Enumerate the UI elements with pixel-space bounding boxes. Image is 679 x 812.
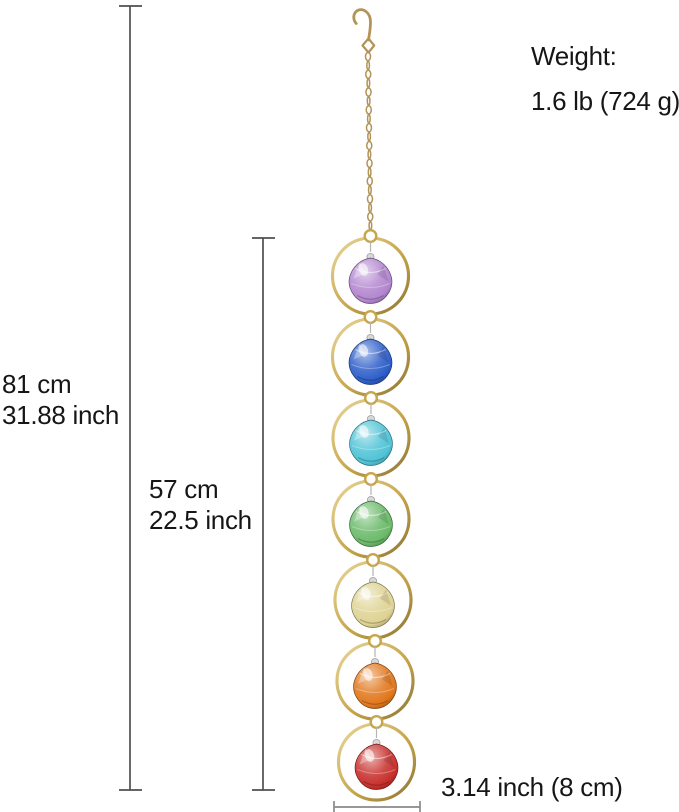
drop-height-inch: 22.5 inch [149,505,252,535]
hanging-hook [352,8,376,54]
drop-height-cm: 57 cm [149,474,219,504]
crystal-ball-4 [349,500,393,547]
crystal-ball-3 [349,419,393,466]
ring-unit-4 [331,472,411,559]
ring-unit-2 [330,310,411,397]
weight-value: 1.6 lb (724 g) [531,86,679,116]
weight-title: Weight: [531,41,617,71]
ring-width-label: 3.14 inch (8 cm) [441,772,623,802]
crystal-ball-6 [353,662,397,709]
connector-loop-7 [369,715,384,730]
crystal-ball-5 [351,581,395,628]
total-height-dimension-line [119,5,142,791]
total-height-cm: 81 cm [2,369,72,399]
crystal-ball-7 [354,743,399,790]
connector-loop-6 [368,634,383,649]
ring-width-dimension-line [333,801,421,812]
connector-loop-2 [363,310,378,325]
connector-loop-1 [363,228,378,243]
ring-unit-3 [331,391,411,478]
crystal-ball-2 [348,338,393,385]
connector-loop-4 [364,472,379,487]
ring-unit-5 [333,553,413,640]
ring-unit-1 [330,228,411,316]
suncatcher-graphic [330,8,417,802]
weight-label-block: Weight: 1.6 lb (724 g) [531,41,679,116]
ring-unit-7 [336,715,417,802]
drop-height-dimension-line [252,237,275,791]
connector-loop-5 [366,553,381,568]
connector-loop-3 [364,391,379,406]
total-height-label: 81 cm 31.88 inch [2,369,119,431]
ring-unit-6 [335,634,415,721]
crystal-ball-1 [348,257,393,304]
chain [364,51,374,240]
drop-height-label: 57 cm 22.5 inch [149,474,252,536]
total-height-inch: 31.88 inch [2,400,119,430]
